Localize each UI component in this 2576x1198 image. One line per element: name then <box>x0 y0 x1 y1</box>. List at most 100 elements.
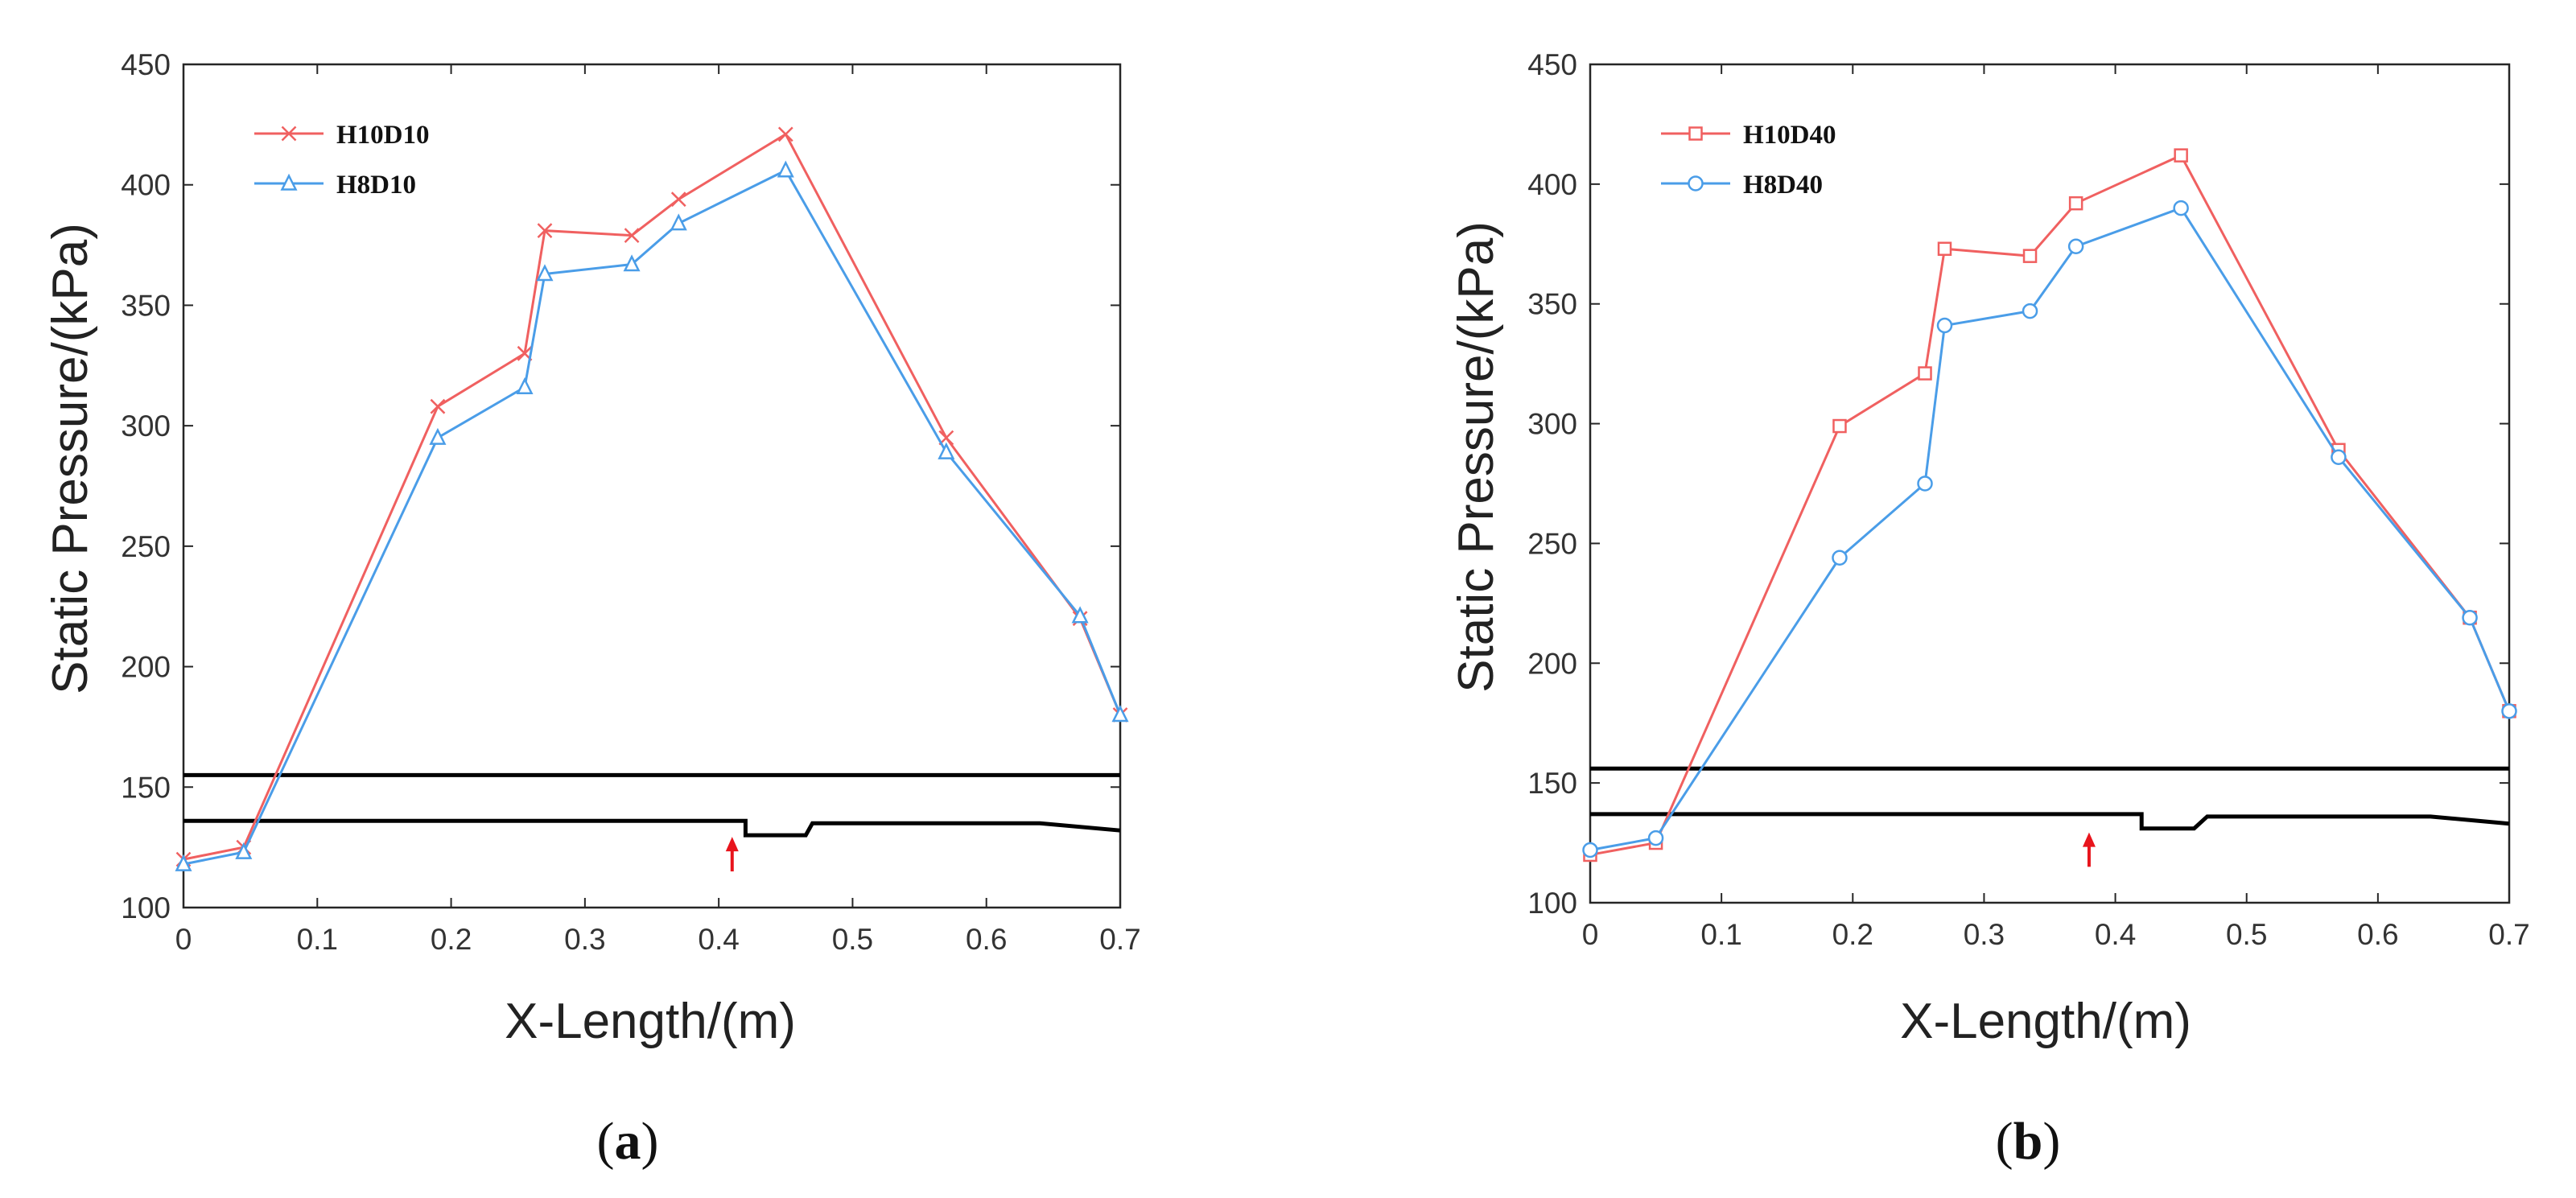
xtick-label: 0.2 <box>431 923 472 956</box>
panel-label-b-open: ( <box>1996 1112 2013 1171</box>
data-point-H8D10 <box>1111 705 1129 723</box>
panel-label-a: (a) <box>597 1112 659 1171</box>
data-point-H10D40 <box>2068 196 2083 211</box>
legend-marker-H10D40 <box>1688 126 1703 141</box>
panel-label-a-open: ( <box>597 1112 615 1171</box>
data-point-H8D40 <box>2173 200 2189 216</box>
xtick-label: 0.4 <box>698 923 739 956</box>
xtick-label: 0.5 <box>832 923 873 956</box>
chart-panel-b: 0 0.1 0.2 0.3 0.4 0.5 0.6 0.7 100 150 200 250 300 350… <box>1449 48 2530 1171</box>
xtick-label: 0.4 <box>2095 918 2136 951</box>
ytick-label: 300 <box>121 410 171 443</box>
ytick-label: 400 <box>121 169 171 202</box>
xtick-label: 0.2 <box>1832 918 1873 951</box>
data-point-H8D40 <box>2331 449 2347 466</box>
xtick-label: 0.6 <box>966 923 1007 956</box>
ytick-label: 100 <box>121 891 171 924</box>
plot-area-b: 0 0.1 0.2 0.3 0.4 0.5 0.6 0.7 100 150 200 250 300 350… <box>1527 48 2529 951</box>
ytick-label: 200 <box>1527 647 1577 680</box>
series-line-H8D40 <box>1589 206 2511 851</box>
data-point-H10D10 <box>430 398 446 414</box>
ytick-label: 450 <box>1527 48 1577 81</box>
panel-label-b-close: ) <box>2042 1112 2060 1171</box>
xlabel-a: X-Length/(m) <box>505 994 796 1049</box>
data-point-H8D10 <box>536 264 554 282</box>
ylabel-a: Static Pressure/(kPa) <box>43 223 98 694</box>
data-point-H10D40 <box>2022 249 2038 263</box>
data-point-H10D10-stroke-2 <box>517 345 533 361</box>
series-line-H8D10 <box>183 168 1122 866</box>
xtick-label: 0.7 <box>2488 918 2529 951</box>
legend-label-H10D10: H10D10 <box>336 121 430 150</box>
red-arrow-head <box>2082 832 2096 847</box>
ytick-label: 300 <box>1527 408 1577 441</box>
data-point-H10D40 <box>2174 148 2188 163</box>
data-point-H8D10 <box>516 377 534 394</box>
xtick-label: 0.5 <box>2226 918 2267 951</box>
data-point-H8D40 <box>2501 703 2517 719</box>
ytick-label: 100 <box>1527 887 1577 920</box>
data-point-H10D10-stroke-2 <box>624 228 640 243</box>
data-point-H10D40 <box>1937 241 1952 256</box>
axes-box-b <box>1589 63 2511 904</box>
data-point-H8D10 <box>175 854 192 871</box>
xtick-label: 0.3 <box>564 923 605 956</box>
series-line-H10D10 <box>183 132 1122 861</box>
geometry-bottom-profile <box>1590 812 2510 831</box>
data-point-H10D10 <box>777 126 793 142</box>
xtick-label: 0.1 <box>1700 918 1741 951</box>
plot-area-a: 0 0.1 0.2 0.3 0.4 0.5 0.6 0.7 100 150 200 250 300 350… <box>121 48 1140 956</box>
data-point-H10D10-stroke-2 <box>777 126 793 142</box>
ytick-label: 250 <box>1527 527 1577 560</box>
data-point-H8D10 <box>777 160 794 178</box>
legend-marker-H8D40 <box>1688 175 1704 191</box>
xtick-label: 0.3 <box>1964 918 2005 951</box>
ytick-label: 450 <box>121 48 171 81</box>
data-point-H8D40 <box>1917 475 1933 492</box>
data-point-H8D10 <box>429 427 447 445</box>
data-point-H8D40 <box>1647 830 1664 846</box>
ytick-label: 350 <box>121 289 171 322</box>
xtick-label: 0 <box>175 923 192 956</box>
ytick-label: 150 <box>121 771 171 804</box>
data-point-H8D10 <box>623 254 641 272</box>
series-line-H10D40 <box>1589 154 2511 856</box>
red-arrow-head <box>725 837 739 852</box>
panel-label-b-letter: b <box>2013 1112 2043 1171</box>
xtick-label: 0.1 <box>297 923 338 956</box>
ytick-label: 200 <box>121 651 171 684</box>
data-point-H10D10 <box>537 223 553 238</box>
legend-marker-H8D10 <box>280 173 298 191</box>
legend-marker-H10D10-stroke-2 <box>281 126 297 142</box>
data-point-H10D10 <box>670 191 686 208</box>
geometry-bottom-profile <box>183 818 1121 838</box>
ytick-label: 350 <box>1527 288 1577 321</box>
ylabel-b: Static Pressure/(kPa) <box>1449 221 1504 693</box>
data-point-H8D40 <box>1582 842 1598 858</box>
data-point-H8D40 <box>2022 303 2038 319</box>
panel-label-b: (b) <box>1996 1112 2061 1171</box>
ytick-label: 150 <box>1527 767 1577 800</box>
data-point-H10D10-stroke-2 <box>670 191 686 208</box>
legend-marker-H10D10 <box>281 126 297 142</box>
xlabel-b: X-Length/(m) <box>1900 994 2191 1049</box>
chart-panel-a: 0 0.1 0.2 0.3 0.4 0.5 0.6 0.7 100 150 200 250 300 350… <box>43 48 1141 1171</box>
data-point-H8D10 <box>938 442 955 459</box>
data-point-H10D10-stroke-2 <box>430 398 446 414</box>
axes-box-a <box>182 63 1122 909</box>
legend-label-H8D40: H8D40 <box>1743 171 1823 200</box>
data-point-H10D10-stroke-2 <box>537 223 553 238</box>
xtick-label: 0 <box>1582 918 1599 951</box>
data-point-H10D10 <box>624 228 640 243</box>
panel-label-a-letter: a <box>615 1112 641 1171</box>
ytick-label: 400 <box>1527 168 1577 201</box>
data-point-H8D40 <box>2067 238 2084 255</box>
data-point-H8D10 <box>670 213 687 231</box>
data-point-H10D40 <box>1832 418 1847 434</box>
xtick-label: 0.6 <box>2357 918 2398 951</box>
data-point-H8D10 <box>235 842 253 859</box>
legend-label-H8D10: H8D10 <box>336 171 416 200</box>
xtick-label: 0.7 <box>1099 923 1140 956</box>
panel-label-a-close: ) <box>641 1112 659 1171</box>
